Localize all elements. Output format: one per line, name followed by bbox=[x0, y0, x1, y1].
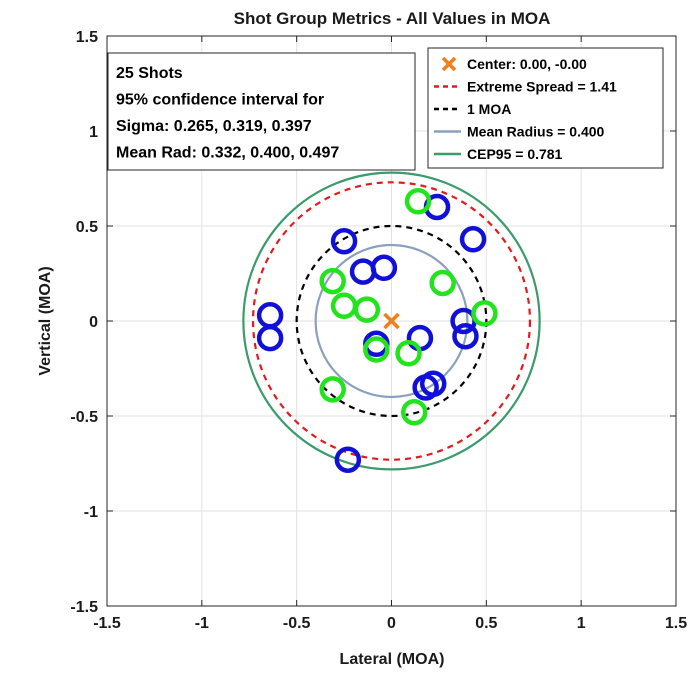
y-tick-label: -0.5 bbox=[70, 409, 98, 426]
ring-cep95 bbox=[242, 171, 541, 471]
info-box: 25 Shots 95% confidence interval for Sigma… bbox=[107, 52, 416, 171]
x-tick-label: -0.5 bbox=[283, 615, 311, 632]
shot-marker-green bbox=[471, 300, 498, 327]
x-tick-label: 0 bbox=[387, 615, 396, 632]
y-tick-label: -1 bbox=[84, 504, 98, 521]
info-line: Sigma: 0.265, 0.319, 0.397 bbox=[116, 118, 312, 135]
info-line: 25 Shots bbox=[116, 65, 183, 82]
legend-frame bbox=[427, 47, 664, 169]
x-tick-label: -1.5 bbox=[93, 615, 121, 632]
x-tick-label: 0.5 bbox=[475, 615, 497, 632]
y-axis-label: Vertical (MOA) bbox=[37, 266, 54, 375]
shot-marker-green bbox=[319, 267, 346, 295]
shot-marker-blue bbox=[334, 446, 362, 473]
legend-swatch bbox=[441, 56, 457, 72]
info-box-frame bbox=[107, 52, 416, 171]
center-marker-stroke bbox=[383, 312, 400, 330]
legend-label: Extreme Spread = 1.41 bbox=[467, 79, 617, 95]
x-axis-label: Lateral (MOA) bbox=[340, 651, 445, 668]
ring-mean bbox=[314, 243, 469, 399]
x-tick-label: -1 bbox=[195, 615, 209, 632]
info-line: Mean Rad: 0.332, 0.400, 0.497 bbox=[116, 145, 339, 162]
legend-entry: Center: 0.00, -0.00 bbox=[441, 56, 587, 72]
x-tick-label: 1.5 bbox=[665, 615, 687, 632]
shot-marker-blue bbox=[330, 227, 358, 255]
legend-entry: Mean Radius = 0.400 bbox=[434, 124, 605, 140]
x-tick-label: 1 bbox=[577, 615, 586, 632]
info-line: 95% confidence interval for bbox=[116, 92, 324, 109]
chart-title: Shot Group Metrics - All Values in MOA bbox=[234, 9, 551, 28]
legend-entry: Extreme Spread = 1.41 bbox=[434, 79, 617, 95]
legend-label: Mean Radius = 0.400 bbox=[467, 124, 605, 140]
shot-marker-green bbox=[395, 340, 422, 367]
y-tick-label: 0.5 bbox=[76, 219, 98, 236]
shot-marker-green bbox=[401, 398, 428, 426]
shot-marker-blue bbox=[412, 374, 439, 401]
shot-marker-green bbox=[429, 269, 456, 297]
shot-marker-blue bbox=[256, 324, 284, 352]
legend: Center: 0.00, -0.00 Extreme Spread = 1.41… bbox=[427, 47, 664, 169]
legend-label: Center: 0.00, -0.00 bbox=[467, 56, 587, 72]
legend-label: CEP95 = 0.781 bbox=[467, 146, 563, 162]
center-marker bbox=[383, 312, 400, 330]
shot-marker-green bbox=[404, 188, 432, 215]
shot-marker-blue bbox=[459, 226, 487, 253]
legend-label: 1 MOA bbox=[467, 101, 511, 117]
shot-marker-blue bbox=[370, 254, 398, 282]
y-tick-label: 1 bbox=[89, 124, 98, 141]
ring-extreme bbox=[251, 181, 532, 461]
legend-entry: 1 MOA bbox=[434, 101, 511, 117]
ring-1 bbox=[295, 224, 488, 418]
shot-marker-green bbox=[353, 296, 381, 323]
y-tick-label: 0 bbox=[89, 314, 98, 331]
legend-entry: CEP95 = 0.781 bbox=[434, 146, 563, 162]
y-tick-label: -1.5 bbox=[70, 599, 98, 616]
y-tick-label: 1.5 bbox=[76, 29, 98, 46]
shot-marker-blue bbox=[452, 322, 479, 350]
shot-marker-green bbox=[319, 376, 346, 403]
shot-marker-green bbox=[363, 336, 390, 363]
